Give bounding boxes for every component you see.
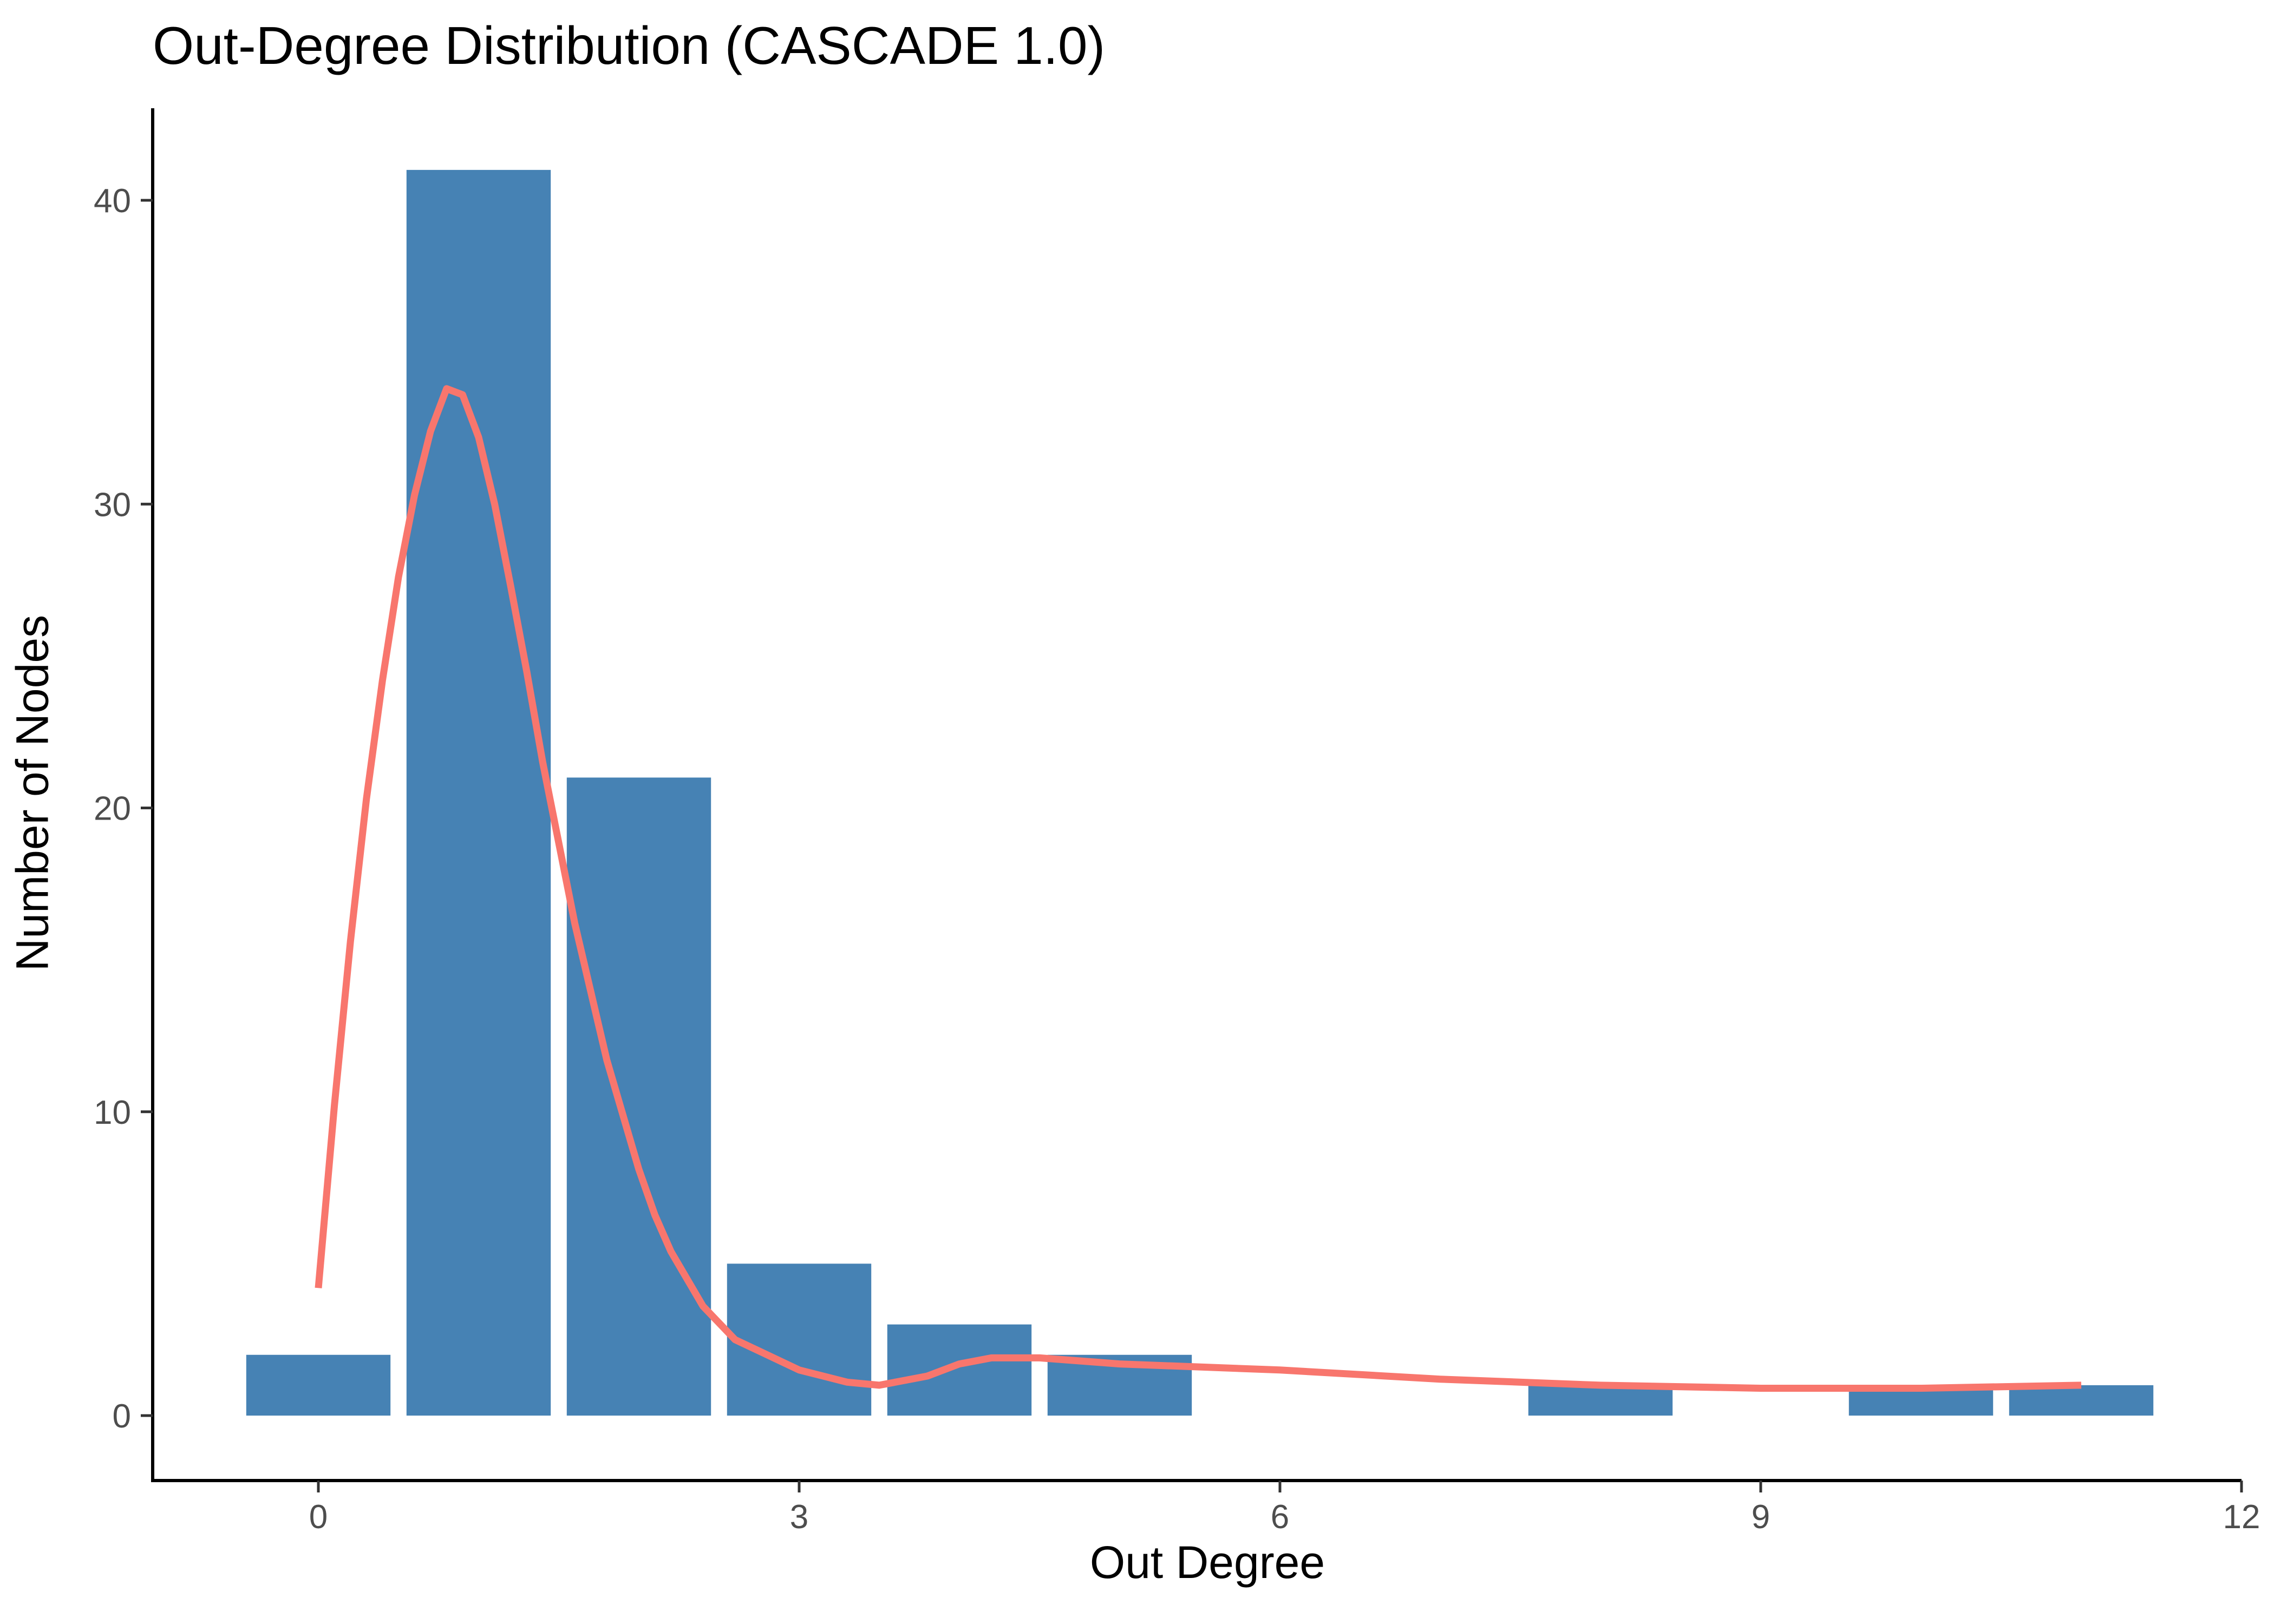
x-tick-label-9: 9	[1752, 1498, 1770, 1536]
bar-0	[246, 1354, 391, 1416]
bar-4	[887, 1324, 1032, 1416]
bar-2	[566, 777, 711, 1416]
x-tick-label-12: 12	[2223, 1498, 2260, 1536]
y-tick-label-30: 30	[94, 486, 131, 523]
chart-title: Out-Degree Distribution (CASCADE 1.0)	[153, 16, 1106, 75]
x-tick-label-3: 3	[790, 1498, 808, 1536]
y-tick-label-10: 10	[94, 1094, 131, 1131]
x-axis-title: Out Degree	[1089, 1537, 1325, 1588]
x-tick-label-0: 0	[309, 1498, 328, 1536]
bar-11	[2009, 1385, 2154, 1416]
y-tick-label-0: 0	[113, 1398, 131, 1435]
x-tick-label-6: 6	[1271, 1498, 1289, 1536]
bar-8	[1528, 1385, 1673, 1416]
bar-3	[727, 1263, 872, 1416]
bar-1	[406, 169, 551, 1416]
y-tick-label-40: 40	[94, 182, 131, 220]
density-curve	[315, 385, 2082, 1392]
y-tick-label-20: 20	[94, 790, 131, 828]
